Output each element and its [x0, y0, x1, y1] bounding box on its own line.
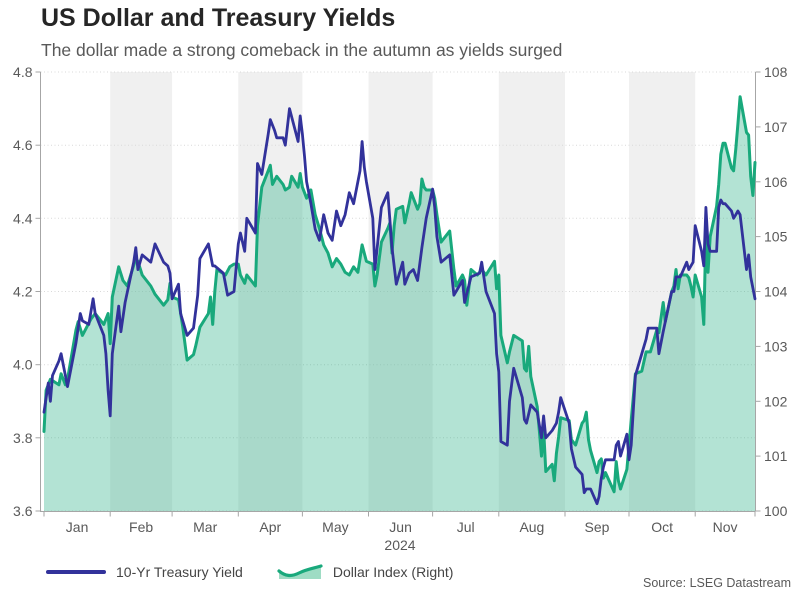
- right-axis-tick-label: 108: [764, 64, 788, 80]
- right-axis-tick-label: 104: [764, 284, 788, 300]
- left-axis-tick-label: 3.6: [13, 503, 33, 519]
- source-credit: Source: LSEG Datastream: [643, 576, 791, 590]
- month-label: Sep: [585, 519, 610, 535]
- legend: 10-Yr Treasury Yield Dollar Index (Right…: [46, 563, 453, 581]
- legend-item-treasury-yield: 10-Yr Treasury Yield: [46, 564, 243, 580]
- right-axis-tick-label: 100: [764, 503, 788, 519]
- month-label: Feb: [129, 519, 153, 535]
- dollar-index-swatch-icon: [277, 564, 323, 579]
- right-axis-tick-label: 107: [764, 119, 788, 135]
- left-axis-tick-label: 4.4: [13, 210, 33, 226]
- left-axis-tick-label: 3.8: [13, 430, 33, 446]
- month-label: Mar: [193, 519, 217, 535]
- right-axis-tick-label: 105: [764, 229, 788, 245]
- month-label: Nov: [713, 519, 738, 535]
- left-axis-tick-label: 4.2: [13, 284, 33, 300]
- dollar-index-area: [44, 96, 755, 511]
- month-label: Aug: [519, 519, 544, 535]
- right-axis-tick-label: 103: [764, 338, 788, 354]
- month-label: Apr: [259, 519, 281, 535]
- legend-label: Dollar Index (Right): [332, 564, 454, 580]
- legend-label: 10-Yr Treasury Yield: [116, 564, 243, 580]
- legend-item-dollar-index: Dollar Index (Right): [277, 563, 454, 581]
- left-axis-tick-label: 4.6: [13, 137, 33, 153]
- month-label: Oct: [651, 519, 673, 535]
- month-label: Jul: [457, 519, 475, 535]
- treasury-yield-line: [42, 107, 757, 506]
- right-axis-tick-label: 102: [764, 393, 788, 409]
- left-axis-tick-label: 4.0: [13, 357, 33, 373]
- page-subtitle: The dollar made a strong comeback in the…: [41, 40, 563, 60]
- month-label: May: [322, 519, 348, 535]
- month-label: Jun: [389, 519, 412, 535]
- right-axis-tick-label: 106: [764, 174, 788, 190]
- page-title: US Dollar and Treasury Yields: [41, 4, 396, 32]
- month-band-feb: [110, 72, 173, 511]
- month-label: Jan: [66, 519, 89, 535]
- right-axis-tick-label: 101: [764, 448, 788, 464]
- x-axis-year-label: 2024: [384, 537, 416, 553]
- month-band-jun: [368, 72, 433, 511]
- left-axis-tick-label: 4.8: [13, 64, 33, 80]
- month-band-apr: [238, 72, 303, 511]
- treasury-yield-swatch-icon: [46, 570, 106, 574]
- month-band-oct: [629, 72, 696, 511]
